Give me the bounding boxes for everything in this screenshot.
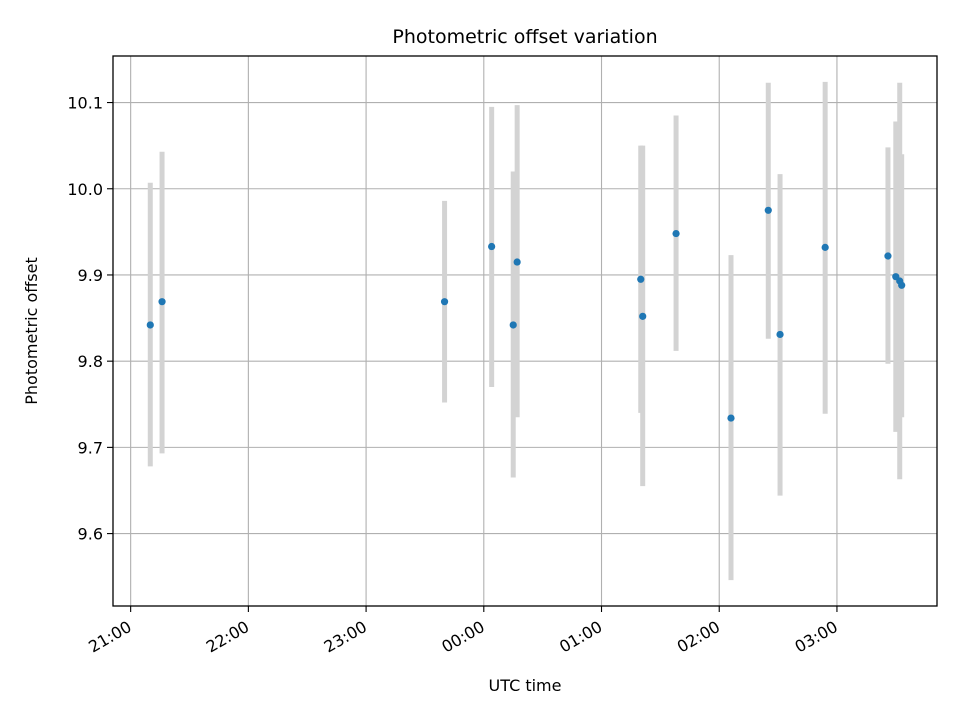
errorbar-layer [147, 81, 905, 581]
x-tick-label: 03:00 [792, 617, 841, 657]
data-point [509, 321, 517, 329]
data-point [884, 252, 892, 260]
data-point [158, 298, 166, 306]
y-tick-label: 10.1 [67, 94, 103, 113]
x-tick-layer: 21:00 22:00 23:00 00:00 01:00 02:00 03:00 [85, 606, 841, 657]
data-point [821, 243, 829, 251]
data-point [672, 229, 680, 238]
data-point [440, 298, 449, 306]
y-tick-label: 9.6 [78, 525, 103, 544]
grid-layer [113, 56, 937, 606]
data-point [488, 242, 496, 251]
x-tick-label: 00:00 [438, 617, 487, 657]
chart-title: Photometric offset variation [392, 26, 657, 48]
data-point [513, 258, 521, 266]
data-point [637, 275, 645, 283]
x-tick-label: 21:00 [85, 617, 134, 657]
x-tick-label: 23:00 [321, 617, 370, 657]
data-point [727, 414, 735, 422]
data-point [776, 330, 784, 339]
x-tick-label: 01:00 [556, 617, 605, 657]
data-point [898, 281, 906, 289]
x-tick-label: 22:00 [203, 617, 252, 657]
data-point [639, 312, 647, 320]
y-tick-layer: 9.6 9.7 9.8 9.9 10.0 10.1 [67, 94, 113, 544]
y-axis-title: Photometric offset [22, 257, 41, 405]
plot-frame [112, 55, 938, 607]
data-point [146, 321, 154, 329]
marker-layer [146, 206, 906, 422]
y-tick-label: 9.8 [78, 352, 103, 371]
y-tick-label: 10.0 [67, 180, 103, 199]
y-tick-label: 9.9 [78, 266, 103, 285]
x-axis-title: UTC time [489, 676, 562, 695]
y-tick-label: 9.7 [78, 438, 103, 457]
x-tick-label: 02:00 [674, 617, 723, 657]
data-point [764, 206, 772, 214]
